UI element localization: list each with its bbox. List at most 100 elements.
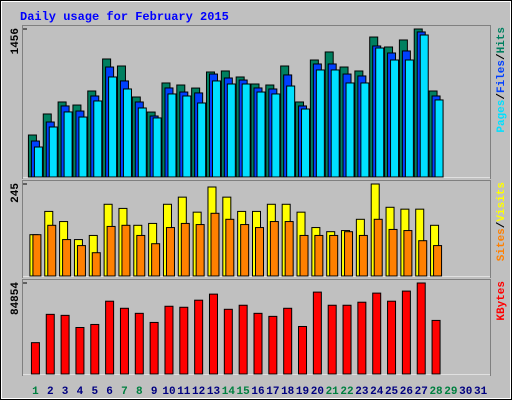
bar (283, 307, 293, 375)
bar (342, 304, 352, 375)
bar (105, 300, 115, 375)
x-tick-label: 7 (121, 386, 128, 398)
bar (108, 76, 118, 178)
bar (238, 304, 248, 375)
bar (314, 234, 324, 277)
bar (62, 239, 72, 277)
bar (78, 116, 88, 178)
bar (48, 126, 58, 178)
x-tick-label: 2 (47, 386, 54, 398)
x-tick-label: 23 (355, 386, 369, 398)
bar (315, 69, 325, 178)
bar (329, 234, 339, 277)
bar (433, 245, 443, 277)
bar (195, 224, 205, 277)
bar (271, 93, 281, 178)
x-tick-label: 22 (340, 386, 353, 398)
bar (90, 323, 100, 375)
bar (327, 304, 337, 375)
x-tick-label: 17 (266, 386, 279, 398)
bar (121, 224, 131, 277)
x-tick-label: 3 (62, 386, 69, 398)
bar (134, 312, 144, 375)
bar (255, 227, 264, 277)
bar (119, 307, 129, 375)
bar (388, 228, 398, 277)
bar (301, 108, 311, 178)
x-tick-label: 6 (106, 386, 113, 398)
bar (418, 240, 428, 277)
bar (32, 234, 42, 277)
x-tick-label: 9 (151, 386, 158, 398)
bar (298, 325, 308, 375)
bar (167, 93, 177, 178)
bar (223, 308, 233, 375)
bar (403, 230, 413, 277)
legend-entry: KBytes (496, 281, 508, 321)
bar (401, 290, 411, 375)
legend-entry: Hits (496, 27, 508, 53)
bar (165, 227, 175, 277)
bar (431, 319, 441, 375)
legend-separator: / (496, 221, 508, 228)
chart-title: Daily usage for February 2015 (20, 10, 229, 24)
legend-entry: Visits (496, 182, 508, 222)
x-tick-label: 25 (385, 386, 399, 398)
bar (91, 252, 101, 277)
bar (286, 85, 296, 178)
bar (312, 291, 322, 375)
bar (357, 301, 367, 375)
x-tick-label: 29 (444, 386, 457, 398)
y-tick-label: 84854 (10, 282, 22, 315)
bar (360, 82, 370, 178)
legend-entry: Files (496, 60, 508, 93)
bar (404, 59, 414, 178)
bar (151, 243, 161, 277)
x-tick-label: 31 (474, 386, 488, 398)
x-tick-label: 18 (281, 386, 295, 398)
legend-separator: / (496, 53, 508, 60)
bar (164, 305, 174, 375)
x-tick-label: 28 (429, 386, 443, 398)
bar (106, 225, 116, 277)
bar (45, 313, 55, 375)
bar (253, 312, 263, 375)
x-tick-label: 15 (237, 386, 251, 398)
bar (208, 293, 218, 375)
x-tick-label: 24 (370, 386, 384, 398)
bar (194, 299, 204, 375)
x-tick-label: 16 (251, 386, 264, 398)
x-tick-label: 27 (415, 386, 428, 398)
x-tick-label: 20 (311, 386, 324, 398)
bar (390, 59, 400, 178)
x-tick-label: 11 (177, 386, 191, 398)
bar (211, 80, 221, 178)
legend-entry: Pages (496, 100, 508, 133)
bar (75, 326, 85, 375)
x-tick-label: 12 (192, 386, 205, 398)
bar (137, 107, 147, 178)
legend-separator: / (496, 93, 508, 100)
bar (434, 99, 444, 178)
y-tick-label: 1456 (10, 28, 22, 54)
x-tick-label: 19 (296, 386, 309, 398)
x-tick-label: 13 (207, 386, 221, 398)
bar (345, 82, 355, 178)
x-tick-label: 21 (326, 386, 340, 398)
bar (180, 222, 190, 277)
bar (47, 224, 57, 277)
bar (30, 342, 40, 375)
bar (152, 117, 162, 178)
bar (387, 300, 397, 375)
bar (226, 83, 236, 178)
bar (136, 234, 146, 277)
bar (299, 234, 309, 277)
bar (358, 234, 368, 277)
bar (210, 212, 220, 277)
bar (197, 102, 207, 178)
x-tick-label: 14 (222, 386, 236, 398)
x-tick-label: 10 (162, 386, 175, 398)
